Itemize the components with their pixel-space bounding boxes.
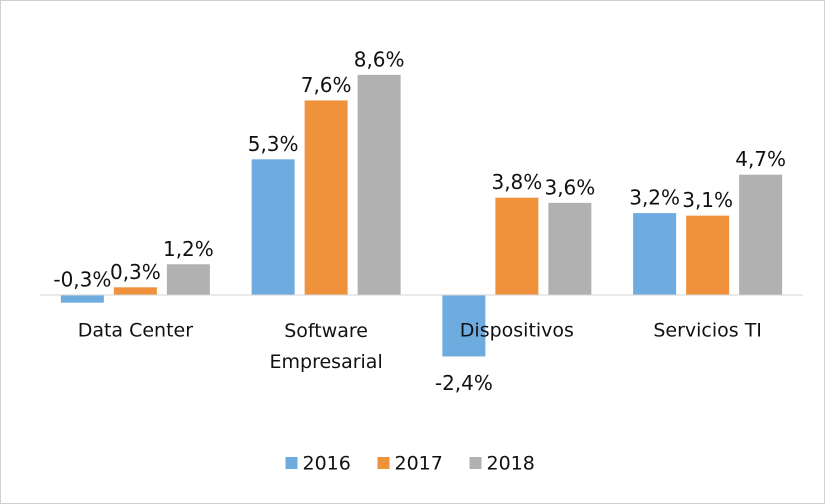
value-label: 7,6% (301, 73, 352, 97)
value-label: 3,8% (491, 170, 542, 194)
value-label: 3,2% (629, 186, 680, 210)
legend-label: 2017 (395, 453, 443, 475)
legend-label: 2016 (303, 453, 351, 475)
bar (357, 74, 401, 295)
value-label: 3,6% (544, 175, 595, 199)
bar (686, 215, 730, 295)
value-label: 1,2% (163, 237, 214, 261)
x-tick-label: Software Empresarial (270, 320, 383, 373)
bar (633, 213, 677, 295)
legend-label: 2018 (487, 453, 535, 475)
value-label: 4,7% (735, 147, 786, 171)
value-label: 0,3% (110, 260, 161, 284)
value-label: 3,1% (682, 188, 733, 212)
legend-swatch (285, 457, 298, 469)
value-label: 5,3% (248, 132, 299, 156)
x-tick-label: Data Center (78, 320, 194, 342)
x-tick-label: Dispositivos (460, 320, 574, 342)
bar (495, 197, 539, 295)
bar (304, 100, 348, 295)
bar (251, 159, 295, 295)
x-tick-label: Servicios TI (653, 320, 762, 342)
bar (166, 264, 210, 295)
value-label: -0,3% (53, 268, 111, 292)
value-label: -2,4% (435, 371, 493, 395)
bar (442, 295, 486, 357)
bar (60, 295, 104, 303)
legend-swatch (469, 457, 482, 469)
bar (548, 202, 592, 295)
legend-swatch (377, 457, 390, 469)
bar (113, 287, 157, 295)
value-label: 8,6% (354, 47, 405, 71)
bar (739, 174, 783, 295)
